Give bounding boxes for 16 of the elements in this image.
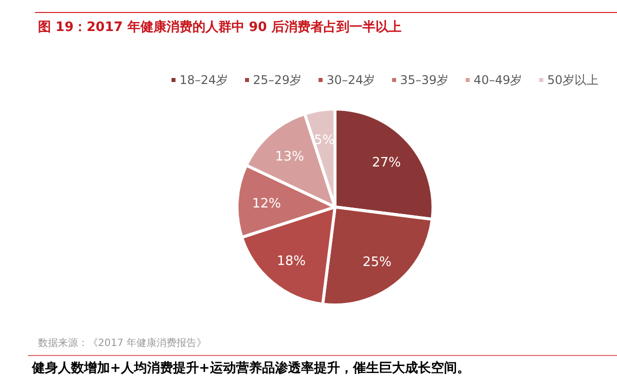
legend-label: 35–39岁	[400, 73, 449, 87]
data-label: 18%	[276, 254, 306, 269]
data-label: 27%	[372, 156, 401, 171]
source-note: 数据来源：《2017 年健康消费报告》	[38, 337, 207, 349]
data-label: 5%	[314, 133, 335, 148]
legend-label: 25–29岁	[253, 73, 302, 87]
pie-slice	[321, 206, 434, 306]
legend-label: 18–24岁	[179, 73, 228, 87]
data-label: 12%	[252, 196, 281, 212]
legend-label: 50岁以上	[547, 73, 599, 87]
data-label: 25%	[362, 255, 392, 270]
text: 健身人数增加+人均消费提升+运动营养品渗透率提升，催生巨大成长空间。	[31, 360, 470, 376]
legend-label: 40–49岁	[474, 73, 522, 87]
legend-label: 30–24岁	[326, 73, 376, 87]
data-label: 13%	[275, 150, 304, 165]
chart-title: 图 19：2017 年健康消费的人群中 90 后消费者占到一半以上	[38, 19, 402, 35]
